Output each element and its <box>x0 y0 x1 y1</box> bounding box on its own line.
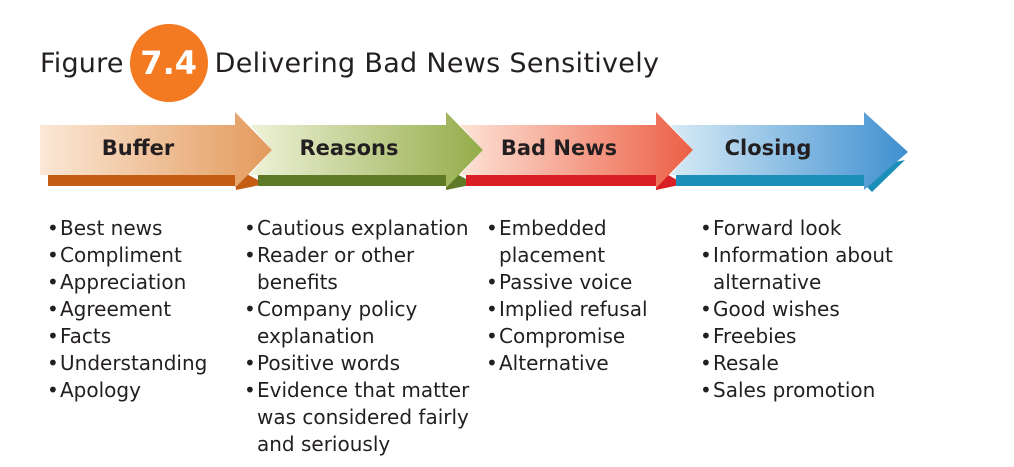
arrow-badnews <box>460 112 693 188</box>
list-item: Compliment <box>47 242 237 269</box>
list-item: Agreement <box>47 296 237 323</box>
list-item: Implied refusal <box>486 296 656 323</box>
list-item: Cautious explanation <box>244 215 469 242</box>
list-item: Alternative <box>486 350 656 377</box>
arrow-closing-bar <box>676 160 905 192</box>
arrow-reasons <box>250 112 483 188</box>
step-label-bad-news: Bad News <box>500 136 618 160</box>
list-item: Understanding <box>47 350 237 377</box>
figure-number-badge: 7.4 <box>129 24 208 102</box>
list-item: Sales promotion <box>700 377 900 404</box>
list-item: Positive words <box>244 350 469 377</box>
bad-news-list: Embedded placement Passive voice Implied… <box>486 215 656 377</box>
reasons-list: Cautious explanation Reader or other ben… <box>244 215 469 458</box>
list-item: Freebies <box>700 323 900 350</box>
list-item: Information about alternative <box>700 242 903 296</box>
list-item: Company policy explanation <box>244 296 427 350</box>
list-item: Reader or other benefits <box>244 242 417 296</box>
arrow-buffer-bar <box>48 168 265 190</box>
list-item: Forward look <box>700 215 900 242</box>
arrow-closing <box>670 112 908 190</box>
figure-label: Figure <box>40 47 124 79</box>
list-item: Facts <box>47 323 237 350</box>
list-item: Apology <box>47 377 237 404</box>
figure-title-row: Figure 7.4 Delivering Bad News Sensitive… <box>40 22 659 104</box>
list-item: Compromise <box>486 323 656 350</box>
step-label-closing: Closing <box>724 136 812 160</box>
list-item: Best news <box>47 215 237 242</box>
list-item: Evidence that matter was considered fair… <box>244 377 475 458</box>
closing-list: Forward look Information about alternati… <box>700 215 900 404</box>
list-item: Embedded placement <box>486 215 624 269</box>
buffer-list: Best news Compliment Appreciation Agreem… <box>47 215 237 404</box>
arrow-buffer <box>40 112 272 188</box>
step-label-buffer: Buffer <box>101 136 175 160</box>
arrow-badnews-bar <box>466 168 684 190</box>
step-label-reasons: Reasons <box>299 136 399 160</box>
list-item: Passive voice <box>486 269 656 296</box>
arrow-reasons-bar <box>258 168 475 190</box>
list-item: Appreciation <box>47 269 237 296</box>
list-item: Resale <box>700 350 900 377</box>
process-arrows <box>40 112 908 192</box>
list-item: Good wishes <box>700 296 900 323</box>
figure-title: Delivering Bad News Sensitively <box>214 47 660 79</box>
